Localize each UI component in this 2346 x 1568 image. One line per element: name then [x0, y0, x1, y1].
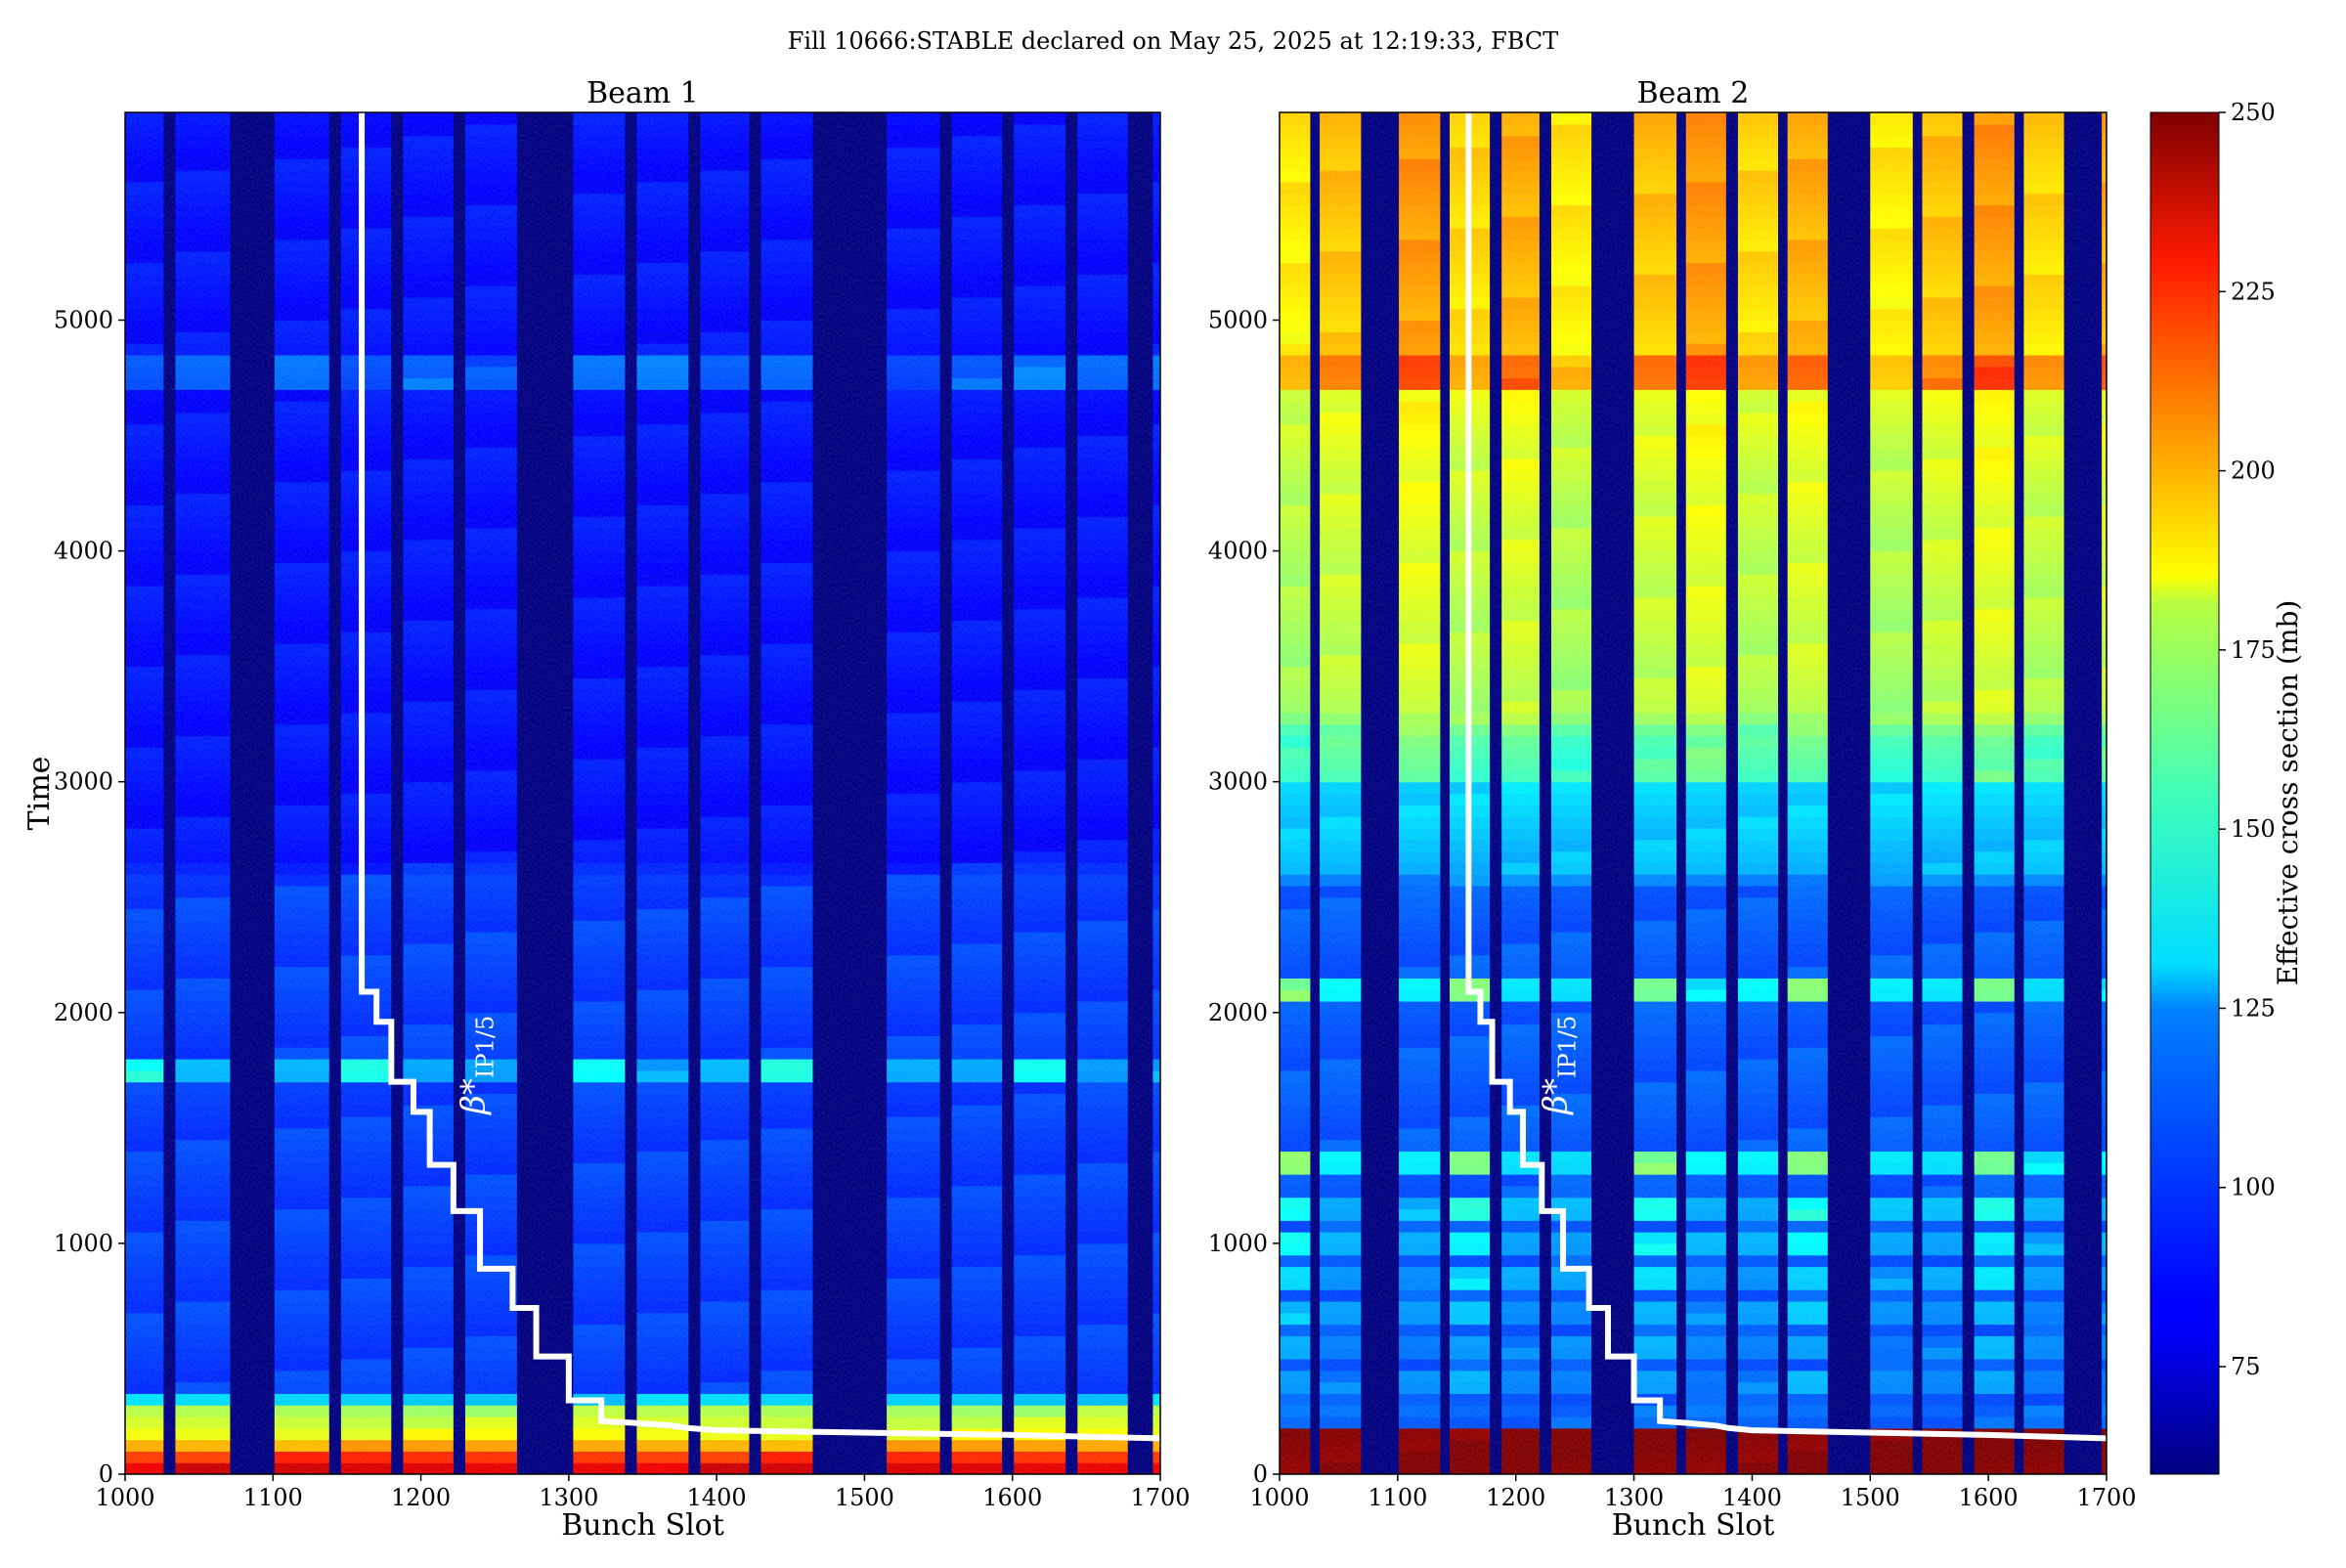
figure-suptitle: Fill 10666:STABLE declared on May 25, 20…	[788, 27, 1558, 55]
y-tick-label: 0	[99, 1460, 113, 1488]
beta-star-line	[1465, 112, 2107, 1442]
y-axis-label: Time	[22, 757, 57, 831]
y-tick-label: 3000	[1208, 768, 1268, 796]
x-tick-label: 1700	[1130, 1484, 1190, 1511]
x-tick-label: 1600	[982, 1484, 1042, 1511]
colorbar-tick-label: 250	[2231, 99, 2276, 126]
colorbar-tick-label: 150	[2231, 815, 2276, 843]
y-tick-label: 2000	[54, 999, 113, 1026]
x-tick-label: 1700	[2076, 1484, 2136, 1511]
x-tick-label: 1000	[95, 1484, 154, 1511]
x-axis: 1000 1100 1200 1300 1400 1500 1600 1700	[1249, 1474, 2137, 1511]
colorbar-tick-label: 125	[2231, 994, 2276, 1022]
y-tick-label: 1000	[54, 1230, 113, 1257]
colorbar-label: Effective cross section (mb)	[2272, 600, 2304, 986]
plot-frame	[124, 111, 1161, 1475]
panel-title: Beam 1	[586, 76, 699, 110]
y-tick-label: 4000	[54, 538, 113, 565]
heatmap-texture	[1280, 112, 2107, 1474]
y-tick-label: 3000	[54, 768, 113, 796]
x-tick-label: 1600	[1959, 1484, 2019, 1511]
beta-star-line	[359, 112, 1160, 1442]
x-tick-label: 1100	[243, 1484, 303, 1511]
y-tick-label: 5000	[1208, 306, 1268, 333]
colorbar-tick-label: 175	[2231, 636, 2276, 664]
y-axis: 0 1000 2000 3000 4000 5000	[54, 306, 125, 1488]
x-axis-label: Bunch Slot	[561, 1508, 724, 1543]
x-tick-label: 1200	[391, 1484, 451, 1511]
colorbar-ticks: 75 100 125 150 175 200 225 250	[2219, 99, 2276, 1380]
y-tick-label: 2000	[1208, 999, 1268, 1026]
x-tick-label: 1500	[835, 1484, 894, 1511]
heatmap-area	[125, 112, 1160, 1474]
colorbar-tick-label: 75	[2231, 1353, 2261, 1380]
y-tick-label: 5000	[54, 306, 113, 333]
colorbar-tick-label: 225	[2231, 278, 2276, 305]
x-tick-label: 1200	[1486, 1484, 1545, 1511]
panel-title: Beam 2	[1637, 76, 1750, 110]
colorbar-gradient	[2150, 111, 2220, 1475]
x-axis: 1000 1100 1200 1300 1400 1500 1600 1700	[95, 1474, 1191, 1511]
x-tick-label: 1000	[1249, 1484, 1309, 1511]
heatmap-texture	[125, 112, 1160, 1474]
x-tick-label: 1500	[1841, 1484, 1900, 1511]
y-tick-label: 4000	[1208, 538, 1268, 565]
heatmap-area	[1280, 112, 2107, 1474]
plot-frame	[1279, 111, 2107, 1475]
x-tick-label: 1400	[1722, 1484, 1782, 1511]
colorbar-tick-label: 200	[2231, 457, 2276, 485]
x-tick-label: 1300	[1604, 1484, 1664, 1511]
x-tick-label: 1300	[539, 1484, 598, 1511]
y-axis: 0 1000 2000 3000 4000 5000	[1208, 306, 1280, 1488]
colorbar-tick-label: 100	[2231, 1174, 2276, 1201]
y-tick-label: 1000	[1208, 1230, 1268, 1257]
colorbar: 75 100 125 150 175 200 225 250 Effective cross …	[2150, 99, 2304, 1475]
x-tick-label: 1400	[687, 1484, 747, 1511]
y-tick-label: 0	[1253, 1460, 1268, 1488]
x-tick-label: 1100	[1368, 1484, 1427, 1511]
x-axis-label: Bunch Slot	[1612, 1508, 1775, 1543]
